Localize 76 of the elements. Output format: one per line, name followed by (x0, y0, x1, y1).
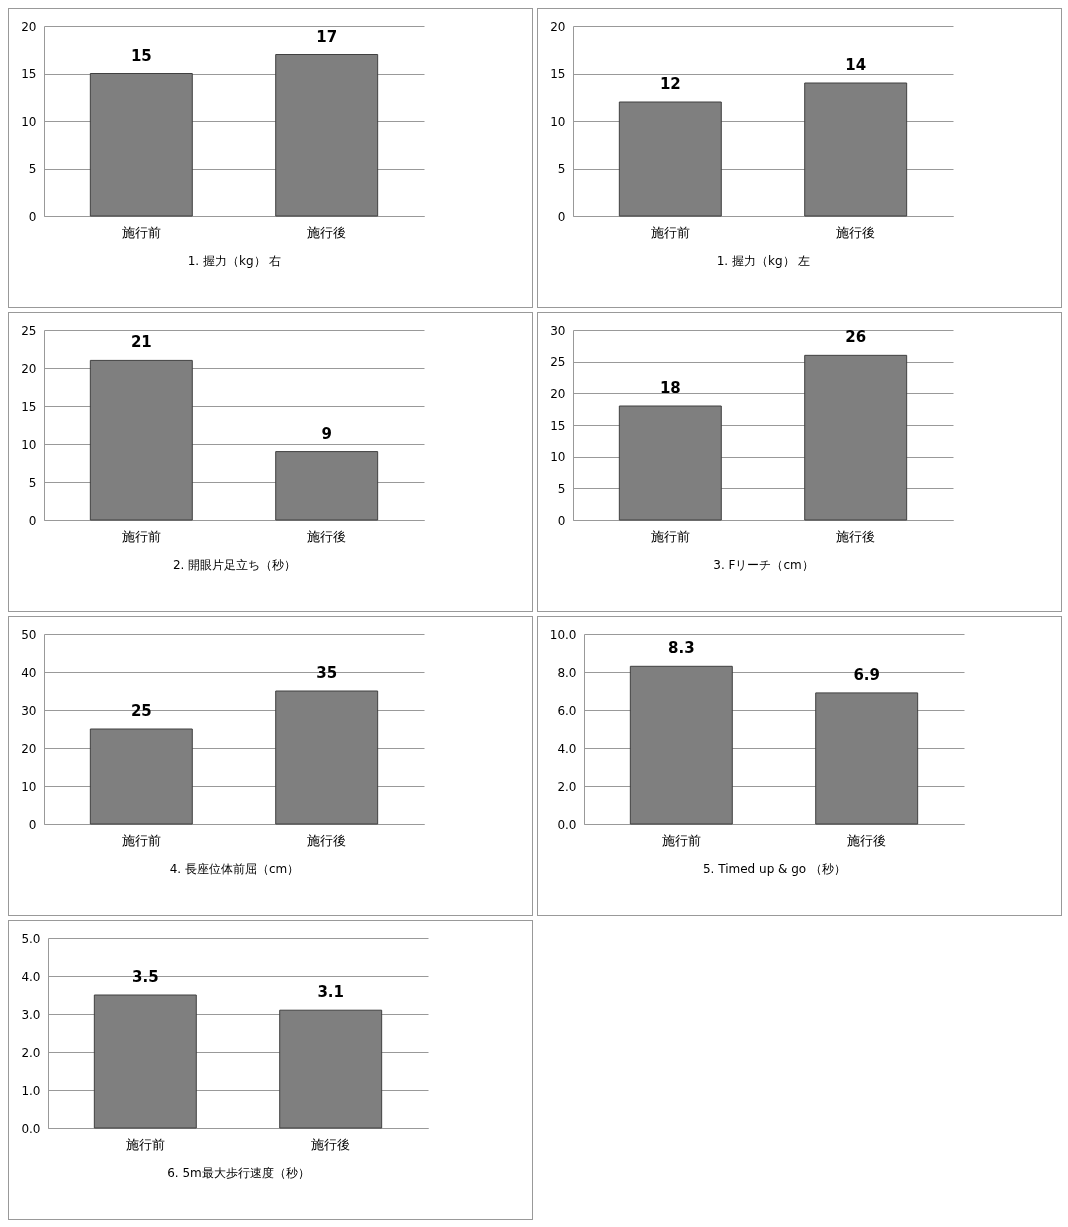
y-tick-label: 10 (21, 114, 37, 129)
y-tick-label: 10 (21, 779, 37, 794)
y-tick-label: 0 (28, 209, 37, 224)
data-label: 17 (316, 27, 338, 46)
data-label: 21 (130, 333, 152, 352)
x-tick-label: 施行後 (836, 224, 876, 240)
x-axis-title: 3. Fリーチ（cm） (713, 557, 814, 572)
x-tick-label: 施行後 (847, 832, 887, 848)
y-tick-label: 1.0 (21, 1083, 41, 1098)
data-label: 26 (845, 328, 867, 347)
y-tick-label: 8.0 (557, 665, 577, 680)
y-tick-label: 5 (557, 162, 566, 176)
x-tick-label: 施行後 (307, 528, 347, 544)
y-tick-label: 20 (21, 361, 37, 376)
data-label: 3.1 (317, 983, 344, 1002)
y-tick-label: 25 (21, 323, 37, 338)
data-label: 14 (845, 56, 867, 74)
x-axis-title: 1. 握力（kg） 右 (187, 253, 282, 268)
y-tick-label: 10 (550, 114, 566, 129)
x-axis-title: 6. 5m最大歩行速度（秒） (167, 1165, 310, 1180)
x-axis-title: 1. 握力（kg） 左 (716, 253, 811, 268)
x-tick-label: 施行前 (661, 832, 701, 848)
y-tick-label: 20 (550, 19, 566, 34)
x-tick-label: 施行前 (650, 224, 690, 240)
data-label: 3.5 (132, 968, 159, 986)
y-tick-label: 10 (550, 450, 566, 465)
y-tick-label: 0.0 (557, 817, 577, 832)
x-tick-label: 施行前 (125, 1136, 165, 1152)
y-tick-label: 10.0 (549, 627, 577, 642)
data-label: 25 (130, 702, 152, 720)
y-tick-label: 4.0 (21, 969, 41, 984)
x-axis-title: 2. 開眼片足立ち（秒） (172, 557, 297, 572)
data-label: 8.3 (668, 639, 695, 658)
y-tick-label: 5 (557, 481, 566, 496)
y-tick-label: 15 (21, 399, 37, 414)
y-tick-label: 30 (550, 323, 566, 338)
y-tick-label: 3.0 (21, 1007, 41, 1022)
y-tick-label: 30 (21, 703, 37, 718)
y-tick-label: 0 (28, 817, 37, 832)
y-tick-label: 40 (21, 665, 37, 680)
y-tick-label: 20 (550, 386, 566, 401)
y-tick-label: 5.0 (21, 931, 41, 946)
y-tick-label: 2.0 (21, 1045, 41, 1060)
x-tick-label: 施行後 (307, 224, 347, 240)
x-tick-label: 施行前 (121, 832, 161, 848)
x-axis-title: 4. 長座位体前屈（cm） (169, 861, 300, 876)
y-tick-label: 25 (550, 355, 566, 370)
y-tick-label: 0 (557, 209, 566, 224)
y-tick-label: 5 (28, 162, 37, 176)
data-label: 35 (316, 664, 338, 682)
y-tick-label: 50 (21, 627, 37, 642)
data-label: 6.9 (853, 665, 880, 684)
y-tick-label: 0 (557, 513, 566, 528)
y-tick-label: 6.0 (557, 703, 577, 718)
x-tick-label: 施行前 (121, 224, 161, 240)
y-tick-label: 15 (550, 418, 566, 433)
data-label: 15 (130, 46, 152, 65)
y-tick-label: 0 (28, 513, 37, 528)
y-tick-label: 20 (21, 741, 37, 756)
data-label: 9 (321, 424, 332, 443)
x-axis-title: 5. Timed up & go （秒） (702, 861, 847, 876)
y-tick-label: 15 (21, 67, 37, 81)
x-tick-label: 施行前 (121, 528, 161, 544)
y-tick-label: 4.0 (557, 741, 577, 756)
x-tick-label: 施行後 (307, 832, 347, 848)
x-tick-label: 施行後 (836, 528, 876, 544)
data-label: 12 (659, 75, 681, 93)
x-tick-label: 施行前 (650, 528, 690, 544)
x-tick-label: 施行後 (311, 1136, 351, 1152)
y-tick-label: 10 (21, 437, 37, 452)
y-tick-label: 20 (21, 19, 37, 34)
data-label: 18 (659, 379, 681, 397)
y-tick-label: 15 (550, 67, 566, 81)
y-tick-label: 0.0 (21, 1121, 41, 1136)
y-tick-label: 5 (28, 475, 37, 490)
y-tick-label: 2.0 (557, 779, 577, 794)
